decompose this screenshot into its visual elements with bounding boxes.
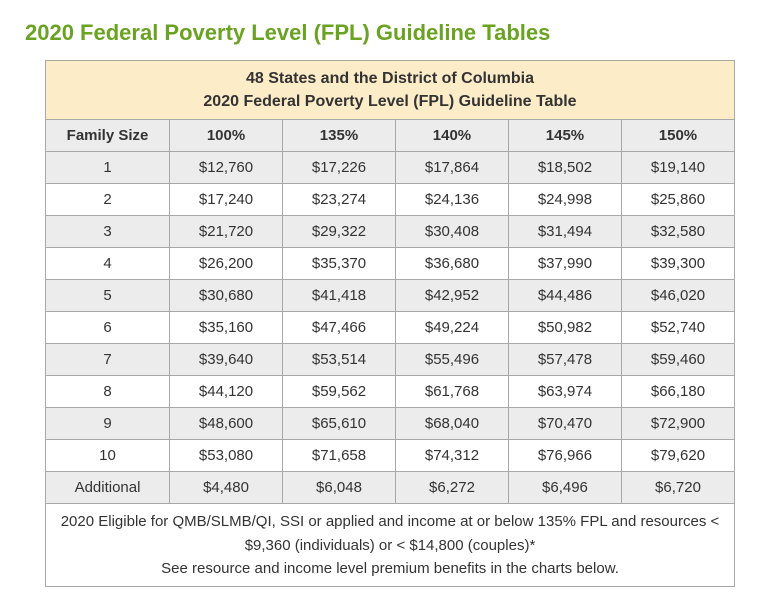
cell-value: $53,514 xyxy=(283,344,396,376)
table-footer-row: 2020 Eligible for QMB/SLMB/QI, SSI or ap… xyxy=(46,504,735,587)
table-title-row: 48 States and the District of Columbia 2… xyxy=(46,61,735,120)
fpl-table: 48 States and the District of Columbia 2… xyxy=(45,60,735,587)
col-145: 145% xyxy=(508,120,621,152)
cell-value: $79,620 xyxy=(621,440,734,472)
cell-value: $26,200 xyxy=(170,248,283,280)
col-150: 150% xyxy=(621,120,734,152)
table-header-row: Family Size 100% 135% 140% 145% 150% xyxy=(46,120,735,152)
cell-value: $17,864 xyxy=(395,152,508,184)
cell-value: $70,470 xyxy=(508,408,621,440)
table-row: 4$26,200$35,370$36,680$37,990$39,300 xyxy=(46,248,735,280)
cell-value: $36,680 xyxy=(395,248,508,280)
cell-family-size: 4 xyxy=(46,248,170,280)
cell-value: $55,496 xyxy=(395,344,508,376)
col-100: 100% xyxy=(170,120,283,152)
cell-value: $24,136 xyxy=(395,184,508,216)
cell-value: $66,180 xyxy=(621,376,734,408)
cell-value: $44,486 xyxy=(508,280,621,312)
cell-value: $6,048 xyxy=(283,472,396,504)
cell-value: $76,966 xyxy=(508,440,621,472)
cell-value: $71,658 xyxy=(283,440,396,472)
cell-value: $29,322 xyxy=(283,216,396,248)
cell-value: $74,312 xyxy=(395,440,508,472)
cell-value: $6,496 xyxy=(508,472,621,504)
fpl-table-container: 48 States and the District of Columbia 2… xyxy=(45,60,735,587)
table-row: 3$21,720$29,322$30,408$31,494$32,580 xyxy=(46,216,735,248)
cell-value: $6,272 xyxy=(395,472,508,504)
col-140: 140% xyxy=(395,120,508,152)
cell-family-size: 9 xyxy=(46,408,170,440)
cell-value: $24,998 xyxy=(508,184,621,216)
footer-line-2: See resource and income level premium be… xyxy=(161,560,619,577)
cell-value: $21,720 xyxy=(170,216,283,248)
table-title-1: 48 States and the District of Columbia xyxy=(246,70,534,87)
cell-value: $12,760 xyxy=(170,152,283,184)
cell-value: $35,370 xyxy=(283,248,396,280)
cell-value: $72,900 xyxy=(621,408,734,440)
cell-value: $57,478 xyxy=(508,344,621,376)
cell-value: $46,020 xyxy=(621,280,734,312)
cell-family-size: 1 xyxy=(46,152,170,184)
cell-family-size: 2 xyxy=(46,184,170,216)
cell-value: $17,226 xyxy=(283,152,396,184)
cell-value: $6,720 xyxy=(621,472,734,504)
cell-value: $68,040 xyxy=(395,408,508,440)
footer-line-1: 2020 Eligible for QMB/SLMB/QI, SSI or ap… xyxy=(61,513,720,553)
table-row: 1$12,760$17,226$17,864$18,502$19,140 xyxy=(46,152,735,184)
cell-family-size: 6 xyxy=(46,312,170,344)
table-row: 6$35,160$47,466$49,224$50,982$52,740 xyxy=(46,312,735,344)
cell-value: $39,640 xyxy=(170,344,283,376)
cell-value: $65,610 xyxy=(283,408,396,440)
cell-value: $59,562 xyxy=(283,376,396,408)
cell-value: $25,860 xyxy=(621,184,734,216)
cell-family-size: 7 xyxy=(46,344,170,376)
cell-value: $32,580 xyxy=(621,216,734,248)
cell-value: $17,240 xyxy=(170,184,283,216)
cell-value: $37,990 xyxy=(508,248,621,280)
cell-value: $30,408 xyxy=(395,216,508,248)
cell-value: $59,460 xyxy=(621,344,734,376)
page-title: 2020 Federal Poverty Level (FPL) Guideli… xyxy=(25,20,755,46)
cell-value: $19,140 xyxy=(621,152,734,184)
cell-family-size: 10 xyxy=(46,440,170,472)
cell-value: $49,224 xyxy=(395,312,508,344)
cell-value: $41,418 xyxy=(283,280,396,312)
table-row: 10$53,080$71,658$74,312$76,966$79,620 xyxy=(46,440,735,472)
cell-family-size: 8 xyxy=(46,376,170,408)
cell-value: $4,480 xyxy=(170,472,283,504)
table-row: 8$44,120$59,562$61,768$63,974$66,180 xyxy=(46,376,735,408)
table-row: 7$39,640$53,514$55,496$57,478$59,460 xyxy=(46,344,735,376)
col-family-size: Family Size xyxy=(46,120,170,152)
cell-value: $31,494 xyxy=(508,216,621,248)
cell-value: $30,680 xyxy=(170,280,283,312)
cell-value: $39,300 xyxy=(621,248,734,280)
table-row: Additional$4,480$6,048$6,272$6,496$6,720 xyxy=(46,472,735,504)
cell-value: $63,974 xyxy=(508,376,621,408)
cell-family-size: 5 xyxy=(46,280,170,312)
table-row: 2$17,240$23,274$24,136$24,998$25,860 xyxy=(46,184,735,216)
cell-value: $50,982 xyxy=(508,312,621,344)
cell-value: $53,080 xyxy=(170,440,283,472)
cell-value: $44,120 xyxy=(170,376,283,408)
cell-value: $35,160 xyxy=(170,312,283,344)
col-135: 135% xyxy=(283,120,396,152)
cell-value: $47,466 xyxy=(283,312,396,344)
table-title-2: 2020 Federal Poverty Level (FPL) Guideli… xyxy=(203,93,576,110)
table-row: 9$48,600$65,610$68,040$70,470$72,900 xyxy=(46,408,735,440)
cell-family-size: Additional xyxy=(46,472,170,504)
cell-value: $42,952 xyxy=(395,280,508,312)
cell-value: $52,740 xyxy=(621,312,734,344)
cell-family-size: 3 xyxy=(46,216,170,248)
table-row: 5$30,680$41,418$42,952$44,486$46,020 xyxy=(46,280,735,312)
cell-value: $48,600 xyxy=(170,408,283,440)
cell-value: $18,502 xyxy=(508,152,621,184)
cell-value: $61,768 xyxy=(395,376,508,408)
cell-value: $23,274 xyxy=(283,184,396,216)
